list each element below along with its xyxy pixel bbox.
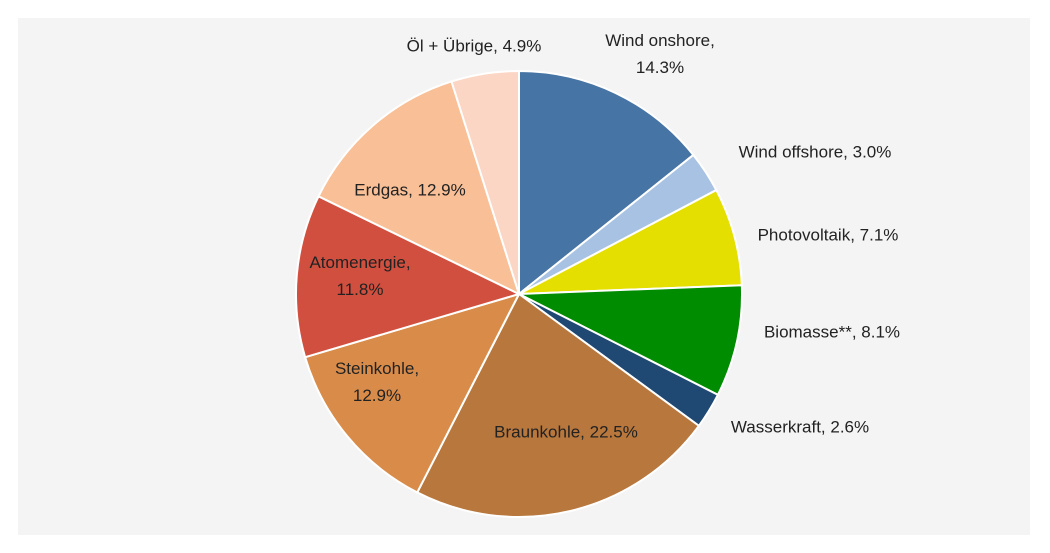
label-line: 12.9% xyxy=(353,386,401,405)
pie-slice xyxy=(415,292,701,518)
slice-label: Wind offshore, 3.0% xyxy=(739,142,892,161)
pie-slice xyxy=(295,194,522,359)
label-line: Atomenergie, xyxy=(309,253,410,272)
slice-label: Photovoltaik, 7.1% xyxy=(758,225,899,244)
pie-slice xyxy=(518,69,695,297)
label-line: Wind onshore, xyxy=(605,31,715,50)
slice-label: Atomenergie, 11.8% xyxy=(309,253,410,299)
slice-label: Öl + Übrige, 4.9% xyxy=(407,36,542,55)
slice-label: Wind onshore, 14.3% xyxy=(605,31,715,77)
pie-slice xyxy=(303,292,521,494)
slice-label: Wasserkraft, 2.6% xyxy=(731,417,869,436)
slice-label: Steinkohle, 12.9% xyxy=(335,359,419,405)
pie-slice xyxy=(317,80,521,296)
label-line: 11.8% xyxy=(337,280,384,299)
slice-label: Erdgas, 12.9% xyxy=(354,180,466,199)
label-line: Steinkohle, xyxy=(335,359,419,378)
pie-slice xyxy=(515,284,743,397)
slice-label: Biomasse**, 8.1% xyxy=(764,322,900,341)
label-line: 14.3% xyxy=(636,58,684,77)
pie-slice xyxy=(450,69,520,295)
slice-label: Braunkohle, 22.5% xyxy=(494,422,638,441)
